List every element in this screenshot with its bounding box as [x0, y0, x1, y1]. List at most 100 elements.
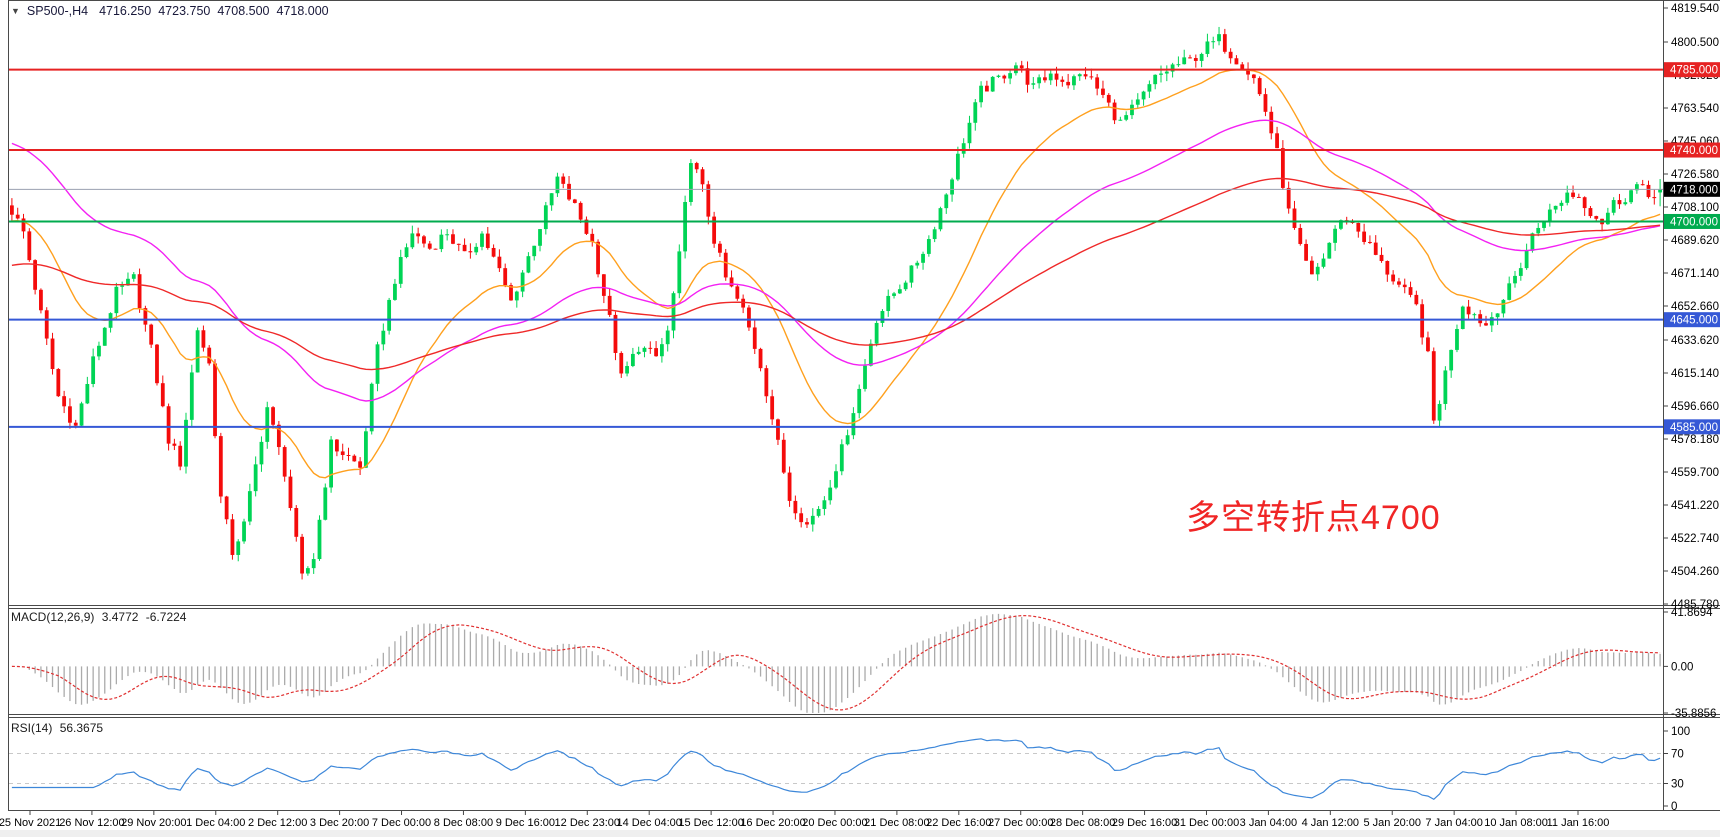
candle-body [1431, 351, 1436, 421]
candle-body [683, 201, 688, 252]
candle-body [230, 519, 235, 555]
candle-body [1286, 187, 1291, 209]
candle-body [323, 487, 328, 520]
macd-indicator-label: MACD(12,26,9) 3.4772 -6.7224 [11, 610, 190, 624]
time-tick-label: 9 Dec 16:00 [496, 817, 555, 829]
candle-body [642, 347, 647, 352]
candle-body [1095, 77, 1100, 89]
price-badge-label: 4785.000 [1670, 65, 1718, 77]
candle-body [433, 248, 438, 250]
candle-body [1060, 79, 1065, 82]
rsi-tick-label: 70 [1671, 749, 1684, 761]
candle-body [1443, 370, 1448, 404]
candle-body [1437, 403, 1442, 421]
candle-body [549, 193, 554, 206]
price-axis: 4819.5404800.5004782.0204763.5404745.060… [1663, 3, 1720, 813]
time-tick-label: 10 Jan 08:00 [1484, 817, 1548, 829]
candle-body [601, 274, 606, 296]
time-tick-label: 12 Dec 23:00 [555, 817, 620, 829]
candle-body [195, 330, 200, 373]
candle-body [1397, 281, 1401, 285]
time-tick-label: 14 Dec 04:00 [616, 817, 681, 829]
price-badge [1664, 213, 1720, 229]
candle-body [619, 352, 624, 374]
candle-body [1513, 275, 1517, 284]
candle-body [677, 251, 682, 294]
candle-body [1147, 84, 1152, 92]
macd-tick-label: 0.00 [1671, 661, 1693, 673]
candle-body [543, 205, 548, 230]
candle-body [294, 508, 299, 537]
candle-body [97, 345, 101, 357]
candle-body [1199, 53, 1204, 61]
annotation-text[interactable]: 多空转折点4700 [1186, 499, 1441, 537]
candle-body [689, 163, 693, 202]
candle-body [265, 407, 270, 442]
candle-body [706, 184, 711, 217]
candle-body [1211, 41, 1216, 43]
candle-body [735, 286, 740, 299]
candle-body [1484, 323, 1488, 326]
price-badge [1664, 142, 1720, 158]
candle-body [903, 282, 908, 290]
candle-body [1542, 222, 1546, 228]
candle-body [1309, 260, 1314, 275]
candle-body [1553, 205, 1558, 210]
candle-body [1025, 68, 1030, 85]
candle-body [625, 366, 629, 374]
candle-body [1002, 75, 1007, 79]
candle-body [555, 176, 560, 194]
candle-body [990, 76, 995, 92]
candle-body [636, 351, 641, 354]
candle-body [1634, 184, 1639, 191]
candle-body [213, 363, 217, 437]
candle-body [752, 327, 757, 349]
collapse-ohlc-icon[interactable]: ▼ [11, 5, 20, 16]
candle-body [166, 406, 171, 444]
candle-body [1414, 294, 1419, 305]
candle-body [398, 257, 403, 284]
candle-body [427, 243, 432, 249]
candle-body [961, 143, 966, 154]
price-badge-label: 4645.000 [1670, 315, 1718, 327]
candle-body [276, 424, 281, 448]
candle-body [1118, 119, 1123, 121]
price-badge-label: 4585.000 [1670, 422, 1718, 434]
candle-body [27, 231, 32, 261]
price-tick-label: 4615.140 [1671, 368, 1719, 380]
candle-body [671, 293, 676, 331]
candle-body [131, 274, 136, 279]
candle-body [1257, 78, 1262, 95]
price-badge-label: 4718.000 [1670, 184, 1718, 196]
candle-body [526, 256, 531, 273]
macd-histogram [17, 613, 1661, 713]
candle-body [1402, 284, 1407, 288]
candle-body [1159, 73, 1163, 75]
candle-body [880, 311, 885, 323]
candle-body [1292, 208, 1297, 228]
candle-body [56, 369, 61, 397]
time-tick-label: 29 Dec 16:00 [1112, 817, 1177, 829]
candle-body [607, 295, 612, 315]
candle-body [201, 330, 206, 348]
candle-body [805, 522, 809, 525]
candle-body [416, 233, 421, 237]
candle-body [1089, 76, 1094, 78]
price-badge-label: 4700.000 [1670, 216, 1718, 228]
rsi-indicator-label: RSI(14) 56.3675 [11, 721, 107, 735]
candle-body [160, 383, 165, 407]
candle-body [1043, 77, 1047, 81]
candle-body [1222, 34, 1227, 52]
candle-body [1385, 261, 1390, 275]
candle-body [955, 153, 960, 180]
price-tick-label: 4504.260 [1671, 566, 1719, 578]
time-tick-label: 22 Dec 16:00 [926, 817, 991, 829]
candle-body [770, 396, 775, 420]
time-tick-label: 3 Dec 20:00 [310, 817, 369, 829]
time-tick-label: 20 Dec 00:00 [802, 817, 867, 829]
candle-body [1455, 328, 1459, 350]
price-tick-label: 4485.780 [1671, 599, 1719, 611]
candle-body [1176, 64, 1181, 66]
candle-body [578, 202, 583, 220]
